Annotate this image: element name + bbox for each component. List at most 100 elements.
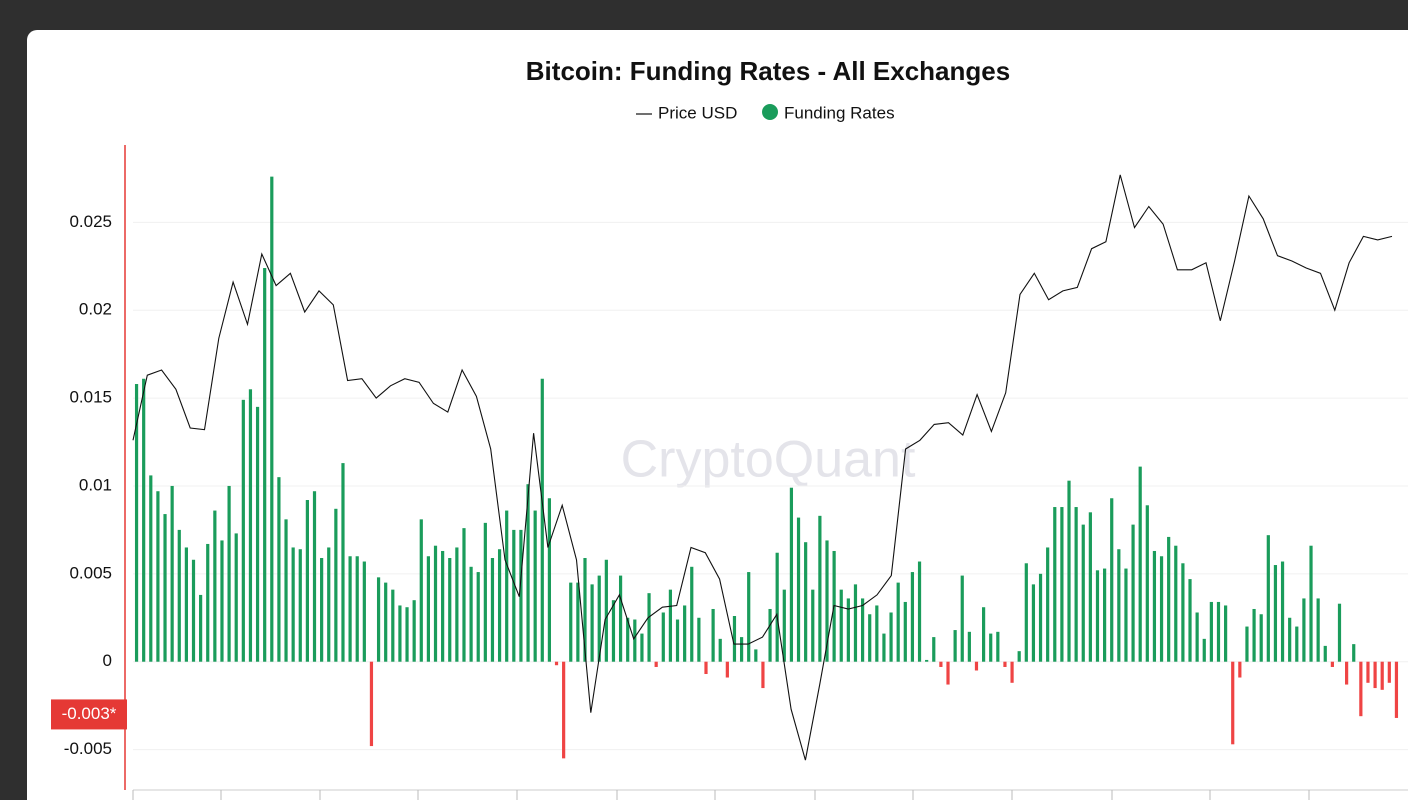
bar (732, 616, 737, 662)
bar (1316, 598, 1320, 662)
bar (163, 514, 167, 662)
bar (142, 378, 146, 662)
bar (1053, 507, 1057, 662)
bar (191, 559, 196, 662)
bar (626, 617, 630, 662)
bar (1159, 556, 1164, 662)
bar (1074, 507, 1078, 662)
bar (483, 522, 487, 662)
cursor-label: -0.003* (62, 704, 117, 723)
bar (312, 491, 317, 662)
y-tick-label: 0.01 (79, 475, 112, 494)
bar (1046, 547, 1050, 662)
bar (156, 491, 160, 662)
bar (903, 601, 907, 662)
bar (917, 561, 922, 662)
bar (1131, 524, 1135, 662)
bar (1252, 608, 1256, 662)
chart-title: Bitcoin: Funding Rates - All Exchanges (526, 56, 1010, 86)
bar (1295, 626, 1299, 662)
bar (348, 556, 352, 662)
bar (1273, 565, 1278, 662)
bar (974, 661, 979, 671)
bar (227, 485, 231, 662)
bar (327, 547, 331, 662)
bar (604, 559, 608, 662)
bar (362, 561, 366, 662)
bar (989, 633, 993, 662)
bar (505, 510, 509, 662)
bar (334, 508, 338, 662)
bar (455, 547, 459, 662)
bar (405, 607, 409, 662)
bar (960, 575, 964, 662)
bar (476, 572, 480, 662)
bar (1060, 507, 1064, 662)
bar (1088, 512, 1092, 662)
cursor-label-box (51, 699, 127, 730)
bar (818, 515, 822, 662)
bar (134, 384, 139, 662)
bar (199, 594, 203, 662)
bar (1209, 601, 1213, 662)
bar (1259, 614, 1263, 662)
bar (355, 556, 359, 662)
bar (298, 549, 302, 662)
bar (547, 498, 552, 662)
bar (441, 550, 445, 662)
bar (433, 545, 438, 662)
bar (1280, 561, 1285, 662)
bar (569, 582, 573, 662)
bar (206, 543, 210, 662)
bar (1117, 549, 1121, 662)
watermark: CryptoQuant (621, 431, 916, 489)
bar (419, 519, 423, 662)
bar (739, 637, 744, 662)
bar (590, 584, 594, 662)
bar (1380, 661, 1384, 690)
bar (853, 584, 858, 662)
bar (860, 598, 865, 662)
bar (220, 540, 224, 662)
bar (490, 558, 495, 662)
bar (804, 542, 808, 662)
bar (654, 661, 658, 667)
bar (1238, 661, 1242, 678)
bar (412, 600, 416, 662)
y-tick-label: 0 (103, 651, 112, 670)
bar (910, 572, 915, 662)
bar (305, 500, 309, 662)
bar (398, 605, 402, 662)
bar (512, 529, 516, 662)
bar (1003, 661, 1007, 667)
bar (789, 487, 794, 662)
bar (981, 607, 986, 662)
bar (675, 619, 680, 662)
bar (533, 510, 537, 662)
bar (825, 540, 829, 662)
bar (213, 510, 217, 662)
bar (1216, 601, 1221, 662)
bar (1337, 603, 1342, 662)
bar (277, 477, 281, 662)
bar (868, 614, 872, 662)
bar (718, 638, 722, 662)
bar (704, 661, 708, 675)
bar (291, 547, 295, 662)
bar (270, 176, 274, 662)
x-ticks (132, 790, 1310, 800)
bar (170, 485, 174, 662)
bar (320, 558, 324, 662)
bar (149, 475, 153, 662)
bar (576, 582, 580, 662)
bar (341, 463, 345, 662)
bar (661, 612, 665, 662)
bar (263, 268, 267, 662)
bar (775, 552, 779, 662)
bar (683, 605, 687, 662)
bar (1138, 466, 1142, 662)
bar (526, 484, 530, 662)
bar (889, 612, 893, 662)
